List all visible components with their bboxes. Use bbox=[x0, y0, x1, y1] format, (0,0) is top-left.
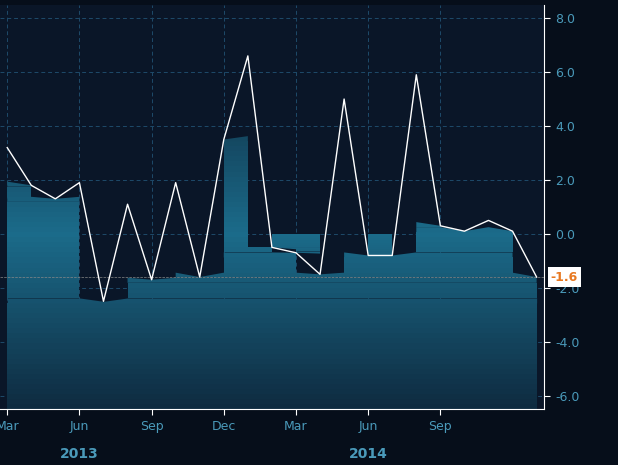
Text: -1.6: -1.6 bbox=[551, 271, 578, 284]
Text: 2014: 2014 bbox=[349, 447, 387, 461]
Text: 2013: 2013 bbox=[60, 447, 99, 461]
